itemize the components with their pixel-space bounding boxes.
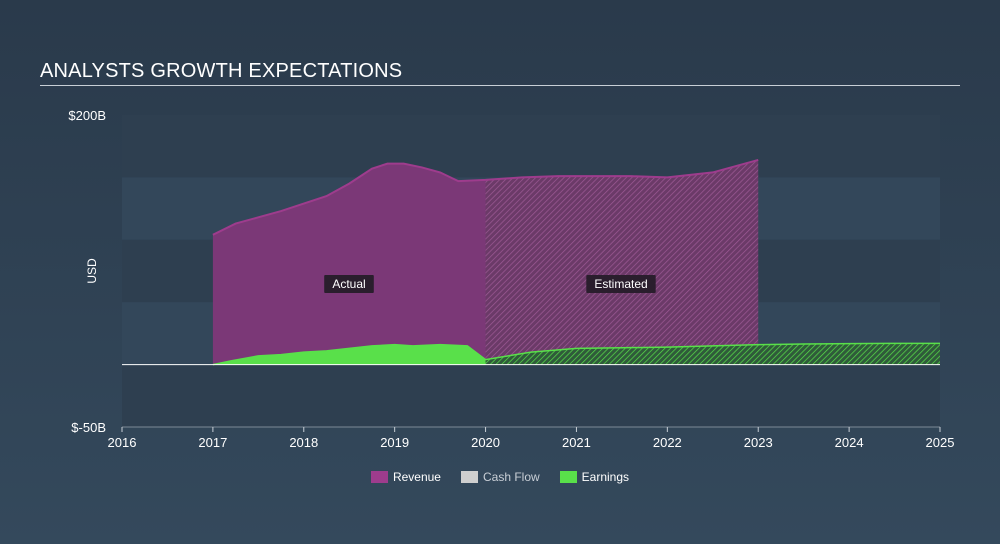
- title-divider: [40, 85, 960, 86]
- legend: Revenue Cash Flow Earnings: [0, 470, 1000, 484]
- legend-item-earnings[interactable]: Earnings: [559, 470, 630, 484]
- series-areas: [212, 158, 940, 366]
- estimated-label: Estimated: [586, 275, 656, 293]
- x-tick-label: 2025: [926, 435, 955, 450]
- revenue-area-actual: [212, 163, 486, 365]
- revenue-swatch: [370, 471, 388, 483]
- annotations: Actual Estimated: [324, 275, 656, 293]
- earnings-area-actual: [212, 344, 486, 365]
- actual-label: Actual: [324, 275, 374, 293]
- legend-item-cash-flow[interactable]: Cash Flow: [460, 470, 540, 484]
- earnings-swatch: [559, 471, 577, 483]
- revenue-line: [212, 158, 759, 236]
- legend-label-earnings: Earnings: [581, 470, 630, 484]
- earnings-line: [212, 342, 940, 366]
- estimated-label-bg: [586, 275, 656, 293]
- x-tick-label: 2017: [198, 435, 227, 450]
- legend-label-cash-flow: Cash Flow: [482, 470, 540, 484]
- cash-flow-swatch: [460, 471, 478, 483]
- y-tick-label: $200B: [68, 108, 106, 123]
- x-tick-label: 2023: [744, 435, 773, 450]
- revenue-area-estimated: [485, 159, 759, 365]
- actual-label-bg: [324, 275, 374, 293]
- x-tick-label: 2018: [289, 435, 318, 450]
- grid-band: [122, 364, 940, 427]
- actual-label-text: Actual: [332, 277, 365, 291]
- x-tick-label: 2021: [562, 435, 591, 450]
- chart-title: ANALYSTS GROWTH EXPECTATIONS: [40, 60, 403, 82]
- x-tick-label: 2024: [835, 435, 864, 450]
- estimated-label-text: Estimated: [594, 277, 647, 291]
- legend-label-revenue: Revenue: [392, 470, 441, 484]
- axes: 2016 2017 2018 2019 2020 2021 2022 2023 2024 2025…: [68, 108, 954, 450]
- x-tick-label: 2016: [108, 435, 137, 450]
- grid-band: [122, 115, 940, 178]
- y-tick-label: $-50B: [71, 420, 106, 435]
- legend-item-revenue[interactable]: Revenue: [370, 470, 441, 484]
- x-tick-label: 2020: [471, 435, 500, 450]
- x-tick-label: 2019: [380, 435, 409, 450]
- y-axis-title: USD: [85, 258, 99, 284]
- x-tick-label: 2022: [653, 435, 682, 450]
